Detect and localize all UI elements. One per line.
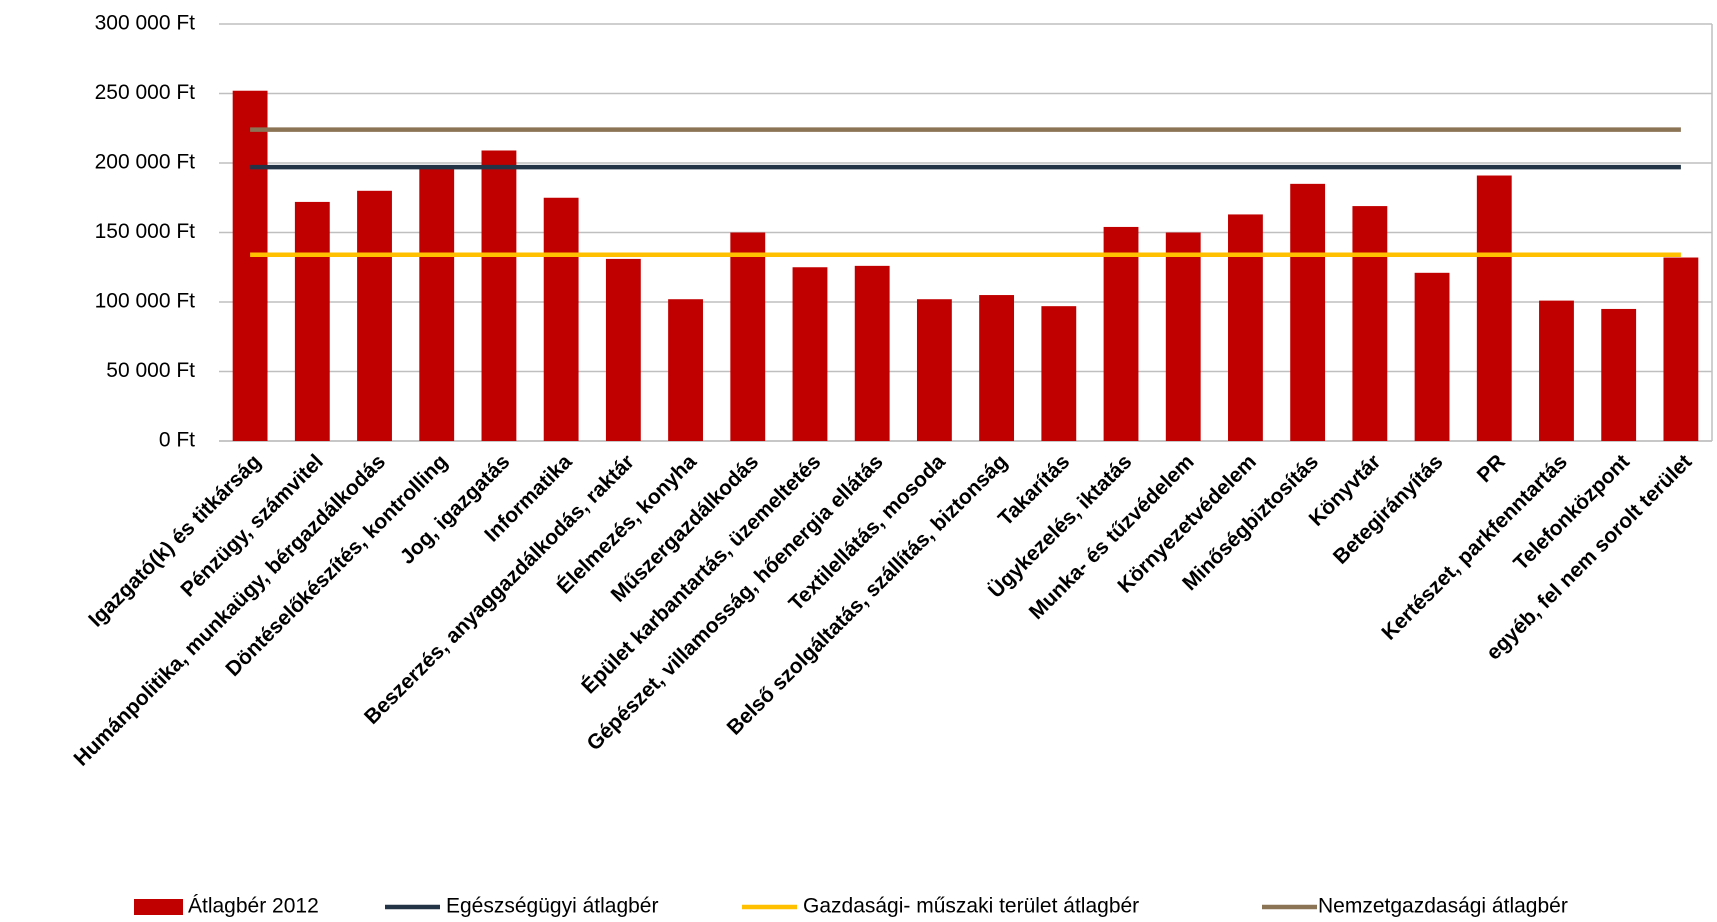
bar <box>1414 272 1450 441</box>
bar <box>481 150 517 442</box>
bar <box>1352 206 1388 441</box>
bar <box>979 295 1015 441</box>
y-tick-label: 200 000 Ft <box>95 151 196 174</box>
bar <box>1228 214 1263 441</box>
legend-label: Átlagbér 2012 <box>188 895 319 918</box>
bar <box>1290 183 1326 441</box>
bar <box>1601 308 1637 441</box>
y-tick-label: 0 Ft <box>159 429 195 452</box>
bar <box>1476 175 1512 441</box>
bar <box>792 267 828 441</box>
bar <box>357 190 392 441</box>
bar <box>1103 226 1139 441</box>
y-tick-label: 250 000 Ft <box>95 81 196 104</box>
bar <box>1663 257 1699 441</box>
y-tick-label: 100 000 Ft <box>95 290 196 313</box>
bar <box>1165 232 1201 441</box>
bar <box>232 90 268 441</box>
bar <box>668 299 703 441</box>
bar <box>543 197 579 441</box>
bar <box>854 265 890 441</box>
bar <box>605 258 641 441</box>
y-tick-label: 50 000 Ft <box>106 359 195 382</box>
legend-label: Nemzetgazdasági átlagbér <box>1318 895 1568 918</box>
legend-label: Gazdasági- műszaki terület átlagbér <box>803 895 1139 918</box>
legend-swatch <box>134 899 183 915</box>
bar <box>419 167 455 442</box>
y-tick-label: 150 000 Ft <box>95 220 196 243</box>
bar <box>730 232 766 441</box>
legend-label: Egészségügyi átlagbér <box>446 895 658 918</box>
bar <box>1041 306 1077 441</box>
bar <box>1539 300 1574 441</box>
bar <box>916 299 952 441</box>
bar <box>294 201 330 441</box>
y-tick-label: 300 000 Ft <box>95 12 196 35</box>
